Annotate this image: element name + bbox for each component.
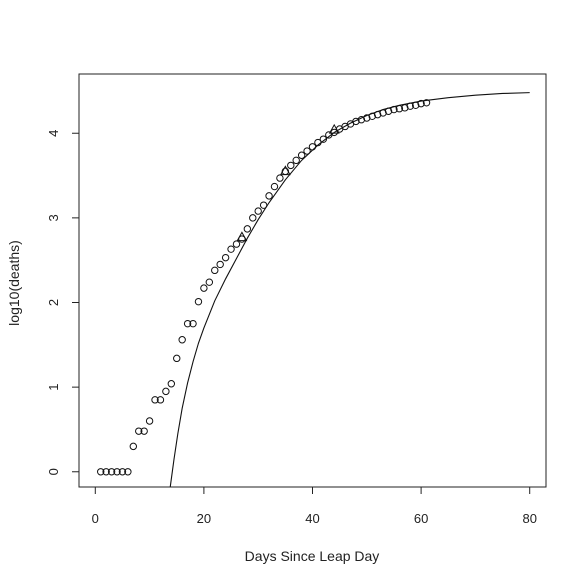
data-point	[102, 468, 110, 476]
data-points-layer	[97, 99, 431, 476]
x-tick-label: 40	[305, 511, 319, 526]
data-point	[118, 468, 127, 476]
x-tick-label: 60	[414, 511, 428, 526]
data-point	[243, 225, 252, 233]
data-point	[216, 260, 224, 269]
data-point	[395, 104, 404, 113]
data-point	[276, 174, 284, 182]
triangle-point	[279, 165, 291, 176]
data-point	[140, 427, 148, 435]
x-tick-label: 80	[522, 511, 536, 526]
data-point	[411, 101, 420, 110]
data-point	[303, 147, 311, 155]
data-point	[211, 266, 219, 275]
x-axis-title: Days Since Leap Day	[245, 548, 380, 564]
data-point	[330, 128, 338, 137]
y-tick-label: 1	[46, 384, 61, 391]
triangle-point	[328, 123, 340, 134]
y-axis: 0 1 2 3 4	[46, 130, 80, 475]
data-point	[287, 161, 295, 170]
data-point	[401, 104, 409, 112]
data-point	[124, 468, 132, 476]
data-point	[232, 240, 241, 248]
data-point	[194, 297, 203, 306]
data-point	[97, 468, 105, 476]
data-point	[135, 427, 143, 435]
data-point	[379, 109, 387, 117]
y-tick-label: 0	[46, 468, 61, 475]
data-point	[221, 253, 230, 262]
data-point	[145, 417, 154, 425]
x-tick-label: 20	[197, 511, 211, 526]
plot-frame	[78, 73, 547, 488]
triangle-point	[236, 231, 248, 242]
data-point	[417, 99, 425, 108]
data-point	[314, 138, 322, 147]
data-point	[129, 442, 138, 451]
data-point	[390, 105, 398, 114]
y-tick-label: 3	[46, 214, 61, 221]
fitted-curve-line	[169, 92, 530, 488]
x-tick-label: 0	[92, 511, 99, 526]
y-tick-label: 2	[46, 299, 61, 306]
data-point	[259, 201, 268, 209]
data-point	[107, 468, 116, 476]
data-point	[373, 110, 382, 119]
data-point	[183, 319, 192, 328]
data-point	[167, 380, 176, 388]
data-point	[249, 214, 257, 222]
data-point	[308, 143, 317, 151]
data-point	[189, 319, 197, 328]
data-point	[173, 354, 181, 363]
data-point	[265, 192, 273, 200]
data-point	[384, 107, 393, 115]
data-point	[357, 116, 366, 124]
data-point	[292, 156, 300, 165]
data-point	[162, 387, 170, 396]
data-point	[406, 102, 414, 110]
data-point	[151, 396, 159, 404]
y-tick-label: 4	[46, 130, 61, 137]
data-point	[200, 284, 208, 292]
data-point	[297, 151, 306, 159]
data-point	[156, 396, 165, 404]
data-point	[319, 135, 328, 143]
data-point	[368, 112, 376, 121]
data-point	[113, 468, 121, 476]
data-point	[270, 182, 279, 191]
x-axis: 0 20 40 60 80	[92, 486, 537, 526]
data-point	[352, 117, 360, 126]
fitted-curve-layer	[169, 92, 530, 488]
y-axis-title: log10(deaths)	[6, 240, 22, 326]
data-point	[422, 99, 431, 107]
data-point	[363, 114, 371, 122]
data-point	[254, 207, 262, 215]
data-point	[178, 336, 186, 344]
data-point	[205, 278, 214, 286]
data-point	[227, 245, 235, 253]
